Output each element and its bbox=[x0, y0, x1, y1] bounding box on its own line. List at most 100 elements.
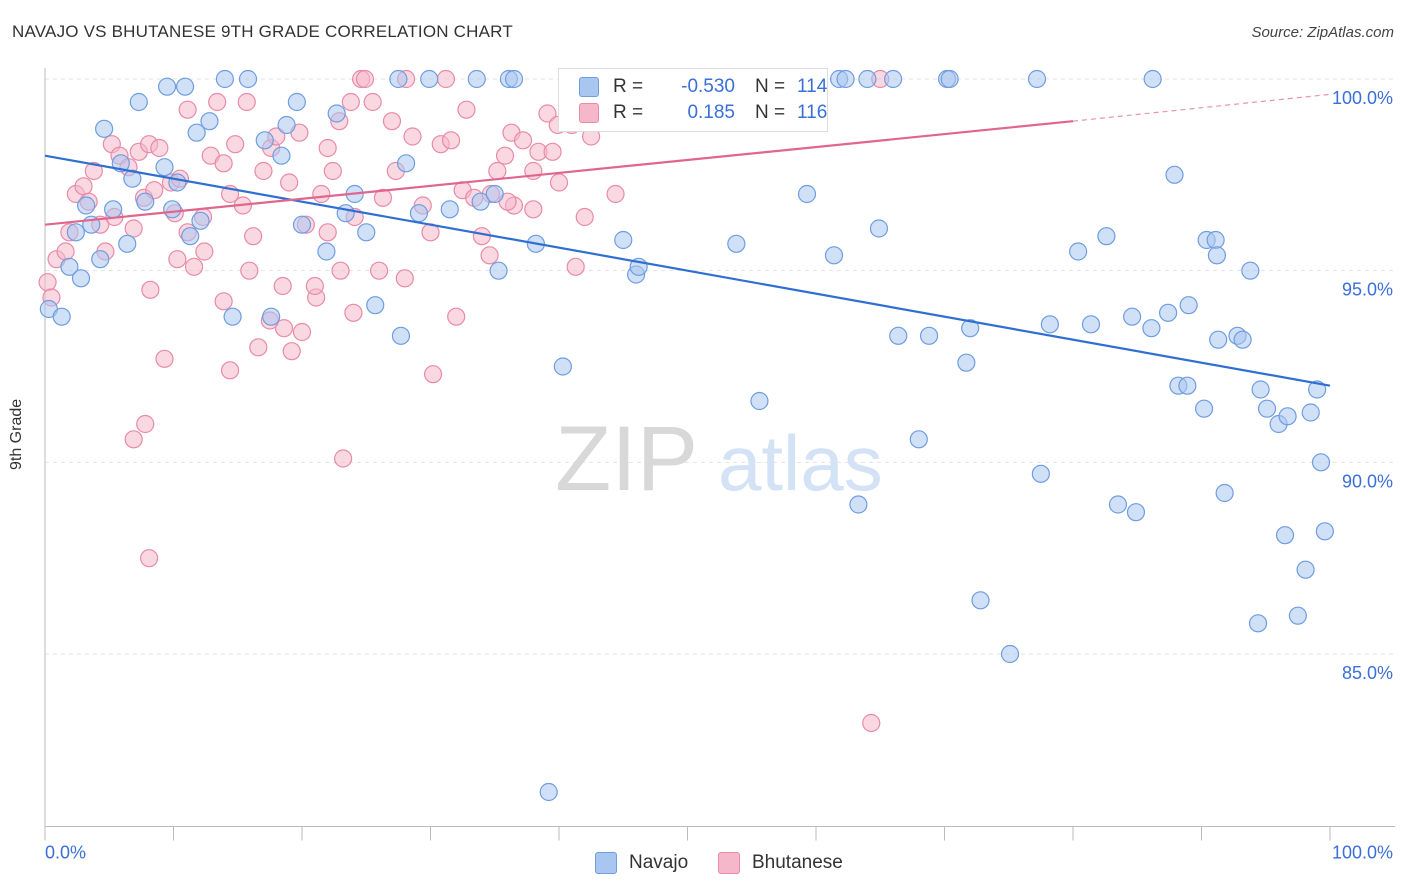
bhutanese-point-41 bbox=[273, 276, 292, 296]
bhutanese-point-15 bbox=[124, 219, 143, 238]
navajo-point-23 bbox=[200, 112, 219, 131]
bhutanese-point-67 bbox=[441, 131, 461, 150]
bhutanese-point-78 bbox=[524, 200, 543, 219]
navajo-point-45 bbox=[467, 69, 486, 89]
bhutanese-trend-extension bbox=[1072, 93, 1331, 122]
bhutanese-point-92 bbox=[136, 414, 155, 434]
navajo-point-13 bbox=[129, 92, 148, 112]
bhutanese-point-48 bbox=[312, 184, 331, 204]
bhutanese-point-62 bbox=[403, 127, 422, 146]
navajo-point-43 bbox=[420, 69, 439, 89]
bhutanese-point-74 bbox=[495, 146, 515, 165]
navajo-point-115 bbox=[1315, 522, 1334, 541]
bhutanese-point-97 bbox=[220, 361, 240, 380]
bhutanese-point-77 bbox=[513, 131, 533, 150]
navajo-point-26 bbox=[238, 69, 258, 89]
legend-item-navajo[interactable]: Navajo bbox=[595, 852, 688, 874]
legend-row-bhutanese: R = 0.185 N = 116 bbox=[559, 100, 827, 126]
bhutanese-point-50 bbox=[323, 161, 342, 181]
navajo-point-30 bbox=[277, 115, 296, 135]
navajo-point-89 bbox=[1143, 69, 1162, 89]
navajo-point-68 bbox=[869, 219, 889, 238]
series-legend: Navajo Bhutanese bbox=[0, 852, 1406, 878]
navajo-point-20 bbox=[181, 227, 200, 246]
navajo-point-18 bbox=[168, 173, 187, 192]
bhutanese-point-102 bbox=[318, 223, 337, 242]
bhutanese-point-8 bbox=[84, 161, 103, 181]
bhutanese-point-71 bbox=[480, 246, 499, 265]
bhutanese-point-52 bbox=[334, 449, 353, 468]
bhutanese-point-112 bbox=[549, 173, 569, 192]
legend-row-navajo: R = -0.530 N = 114 bbox=[559, 74, 827, 100]
navajo-point-9 bbox=[104, 200, 123, 219]
bhutanese-trend-line bbox=[44, 120, 1074, 226]
legend-item-bhutanese[interactable]: Bhutanese bbox=[718, 852, 843, 874]
navajo-point-84 bbox=[1097, 227, 1116, 246]
navajo-point-37 bbox=[357, 223, 376, 242]
navajo-point-32 bbox=[292, 215, 312, 234]
navajo-point-69 bbox=[883, 69, 903, 89]
navajo-point-5 bbox=[77, 196, 96, 215]
navajo-point-24 bbox=[215, 69, 234, 89]
navajo-point-19 bbox=[175, 77, 195, 96]
navajo-point-103 bbox=[1241, 261, 1260, 280]
navajo-point-4 bbox=[71, 269, 91, 288]
bhutanese-point-101 bbox=[305, 276, 324, 296]
navajo-r-label: R = bbox=[613, 76, 644, 97]
navajo-point-81 bbox=[1040, 315, 1059, 334]
navajo-point-42 bbox=[409, 204, 429, 223]
bhutanese-point-56 bbox=[355, 69, 375, 89]
navajo-point-60 bbox=[750, 391, 769, 411]
bhutanese-point-66 bbox=[436, 69, 456, 89]
navajo-point-59 bbox=[727, 234, 746, 253]
bhutanese-point-35 bbox=[237, 92, 256, 112]
navajo-point-93 bbox=[1178, 376, 1197, 395]
bhutanese-r-value: 0.185 bbox=[687, 102, 735, 123]
navajo-point-65 bbox=[836, 69, 855, 89]
bhutanese-point-26 bbox=[184, 257, 204, 276]
bhutanese-point-30 bbox=[208, 92, 227, 112]
x-tick-label-end: 100.0% bbox=[1332, 843, 1393, 863]
navajo-point-3 bbox=[66, 223, 85, 242]
navajo-point-95 bbox=[1194, 399, 1214, 418]
navajo-swatch bbox=[579, 77, 599, 97]
navajo-n-value: 114 bbox=[797, 76, 828, 97]
trend-lines bbox=[44, 93, 1331, 387]
navajo-point-16 bbox=[157, 77, 177, 96]
bhutanese-point-103 bbox=[331, 261, 350, 280]
chart-title: NAVAJO VS BHUTANESE 9TH GRADE CORRELATIO… bbox=[12, 22, 513, 41]
navajo-point-74 bbox=[940, 69, 959, 89]
y-tick-label-85: 85.0% bbox=[1342, 663, 1393, 683]
navajo-point-87 bbox=[1126, 503, 1146, 522]
bhutanese-point-20 bbox=[150, 138, 169, 158]
navajo-point-98 bbox=[1207, 246, 1227, 265]
y-tick-label-100: 100.0% bbox=[1332, 88, 1393, 108]
bhutanese-point-104 bbox=[344, 303, 363, 322]
bhutanese-r-label: R = bbox=[613, 102, 644, 123]
navajo-point-47 bbox=[485, 184, 504, 204]
navajo-point-91 bbox=[1165, 165, 1184, 184]
navajo-point-102 bbox=[1233, 330, 1252, 349]
navajo-legend-label: Navajo bbox=[629, 852, 689, 873]
navajo-point-48 bbox=[489, 261, 508, 280]
bhutanese-point-57 bbox=[363, 92, 382, 112]
bhutanese-point-64 bbox=[423, 365, 443, 384]
navajo-point-112 bbox=[1301, 403, 1320, 422]
navajo-point-85 bbox=[1108, 495, 1128, 514]
bhutanese-point-105 bbox=[370, 261, 389, 280]
navajo-point-94 bbox=[1179, 296, 1198, 315]
bhutanese-point-106 bbox=[395, 269, 414, 288]
navajo-point-2 bbox=[60, 257, 79, 276]
bhutanese-point-108 bbox=[447, 307, 466, 326]
source-label: Source: ZipAtlas.com bbox=[1251, 24, 1394, 41]
navajo-point-11 bbox=[118, 234, 137, 253]
tick-labels: 85.0% 90.0% 95.0% 100.0% 0.0% 100.0% bbox=[45, 88, 1393, 863]
bhutanese-n-label: N = bbox=[755, 102, 786, 123]
bhutanese-point-21 bbox=[155, 349, 174, 368]
bhutanese-point-113 bbox=[575, 207, 594, 227]
navajo-point-76 bbox=[961, 319, 980, 338]
navajo-point-62 bbox=[797, 184, 817, 204]
bhutanese-point-38 bbox=[254, 161, 273, 181]
navajo-point-38 bbox=[366, 296, 385, 315]
navajo-trend-line bbox=[44, 154, 1331, 387]
